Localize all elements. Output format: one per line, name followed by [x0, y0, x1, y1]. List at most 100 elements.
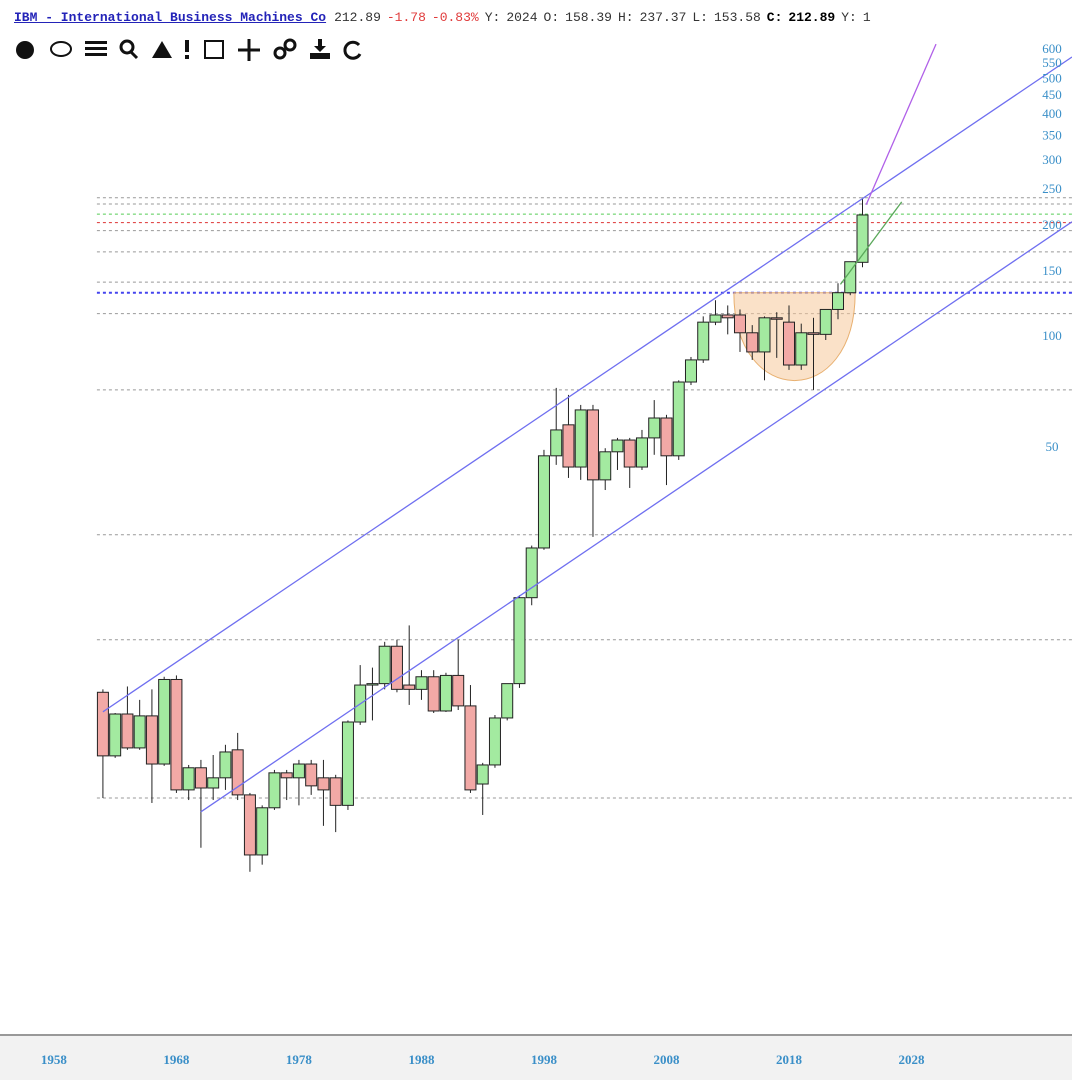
calendar-icon[interactable]: [204, 40, 224, 59]
trendline: [839, 201, 903, 285]
candle-body: [133, 715, 146, 749]
candle-body: [684, 359, 697, 383]
y-tick-label: 300: [1042, 152, 1062, 167]
dashboard-icon[interactable]: [16, 41, 34, 59]
candle-body: [243, 794, 256, 856]
x-tick-label: 1978: [286, 1052, 313, 1067]
candle-body: [268, 772, 281, 809]
candle-body: [439, 674, 452, 712]
candle-body: [452, 674, 465, 707]
candle-body: [292, 763, 305, 779]
plot-area: [96, 43, 1072, 872]
candle-body: [550, 429, 563, 457]
candle-body: [660, 417, 673, 457]
candle-body: [96, 691, 109, 757]
field-label: Y:: [484, 10, 501, 25]
candle-body: [721, 314, 734, 319]
list-icon[interactable]: [85, 41, 107, 56]
field-label: L:: [692, 10, 708, 25]
candle-body: [121, 713, 134, 749]
comment-icon[interactable]: [50, 41, 72, 57]
candle-body: [635, 437, 648, 468]
change: -1.78: [386, 10, 426, 25]
candle-body: [219, 751, 232, 779]
candle-body: [329, 777, 342, 806]
toolbar: [16, 38, 362, 61]
symbol-title[interactable]: IBM - International Business Machines Co: [14, 10, 327, 25]
candle-body: [280, 772, 293, 779]
y-tick-label: 500: [1042, 70, 1062, 85]
field-value: 1: [862, 10, 871, 25]
search-icon[interactable]: [119, 39, 139, 60]
last-price: 212.89: [334, 10, 381, 25]
candle-body: [623, 439, 636, 468]
candle-body: [317, 777, 330, 791]
candle-body: [807, 332, 820, 335]
x-tick-label: 1998: [531, 1052, 558, 1067]
y-tick-label: 600: [1042, 41, 1062, 56]
candle-body: [207, 777, 220, 789]
candle-body: [513, 597, 526, 685]
candle-body: [427, 676, 440, 712]
x-tick-label: 1958: [41, 1052, 68, 1067]
candle-body: [194, 767, 207, 789]
refresh-icon[interactable]: [343, 40, 362, 60]
candle-body: [831, 292, 844, 310]
field-value: 212.89: [788, 10, 836, 25]
candle-body: [611, 439, 624, 453]
candle-body: [697, 321, 710, 361]
candle-body: [464, 705, 477, 791]
y-tick-label: 50: [1046, 439, 1059, 454]
candle-body: [648, 417, 661, 439]
x-tick-label: 2018: [776, 1052, 803, 1067]
download-icon[interactable]: [310, 39, 330, 59]
candle-body: [415, 676, 428, 690]
candle-body: [488, 717, 501, 766]
candle-body: [844, 261, 857, 294]
candle-body: [366, 683, 379, 686]
x-tick-label: 2008: [653, 1052, 680, 1067]
field-label: C:: [766, 10, 783, 25]
candle-body: [145, 715, 158, 765]
candle-body: [856, 214, 869, 263]
link-icon[interactable]: [273, 38, 297, 60]
triangle-icon[interactable]: [152, 41, 172, 58]
candle-body: [819, 308, 832, 335]
candle-body: [403, 684, 416, 690]
trendline: [102, 56, 1072, 713]
field-label: H:: [617, 10, 634, 25]
y-tick-label: 400: [1042, 106, 1062, 121]
candle-body: [795, 332, 808, 366]
candle-body: [562, 424, 575, 468]
candle-body: [672, 381, 685, 457]
candle-body: [341, 721, 354, 806]
candle-body: [586, 409, 599, 481]
y-tick-label: 250: [1042, 181, 1062, 196]
candle-body: [109, 713, 122, 757]
candle-body: [305, 763, 318, 787]
y-tick-label: 200: [1042, 217, 1062, 232]
ohlc-fields: Y: 2024 O: 158.39 H: 237.37 L: 153.58 C: 212.89 Y:…: [485, 10, 877, 25]
candle-body: [782, 321, 795, 366]
field-value: 237.37: [639, 10, 687, 25]
x-axis-band: [0, 1035, 1072, 1080]
candle-body: [378, 645, 391, 685]
candle-body: [733, 314, 746, 334]
header: IBM - International Business Machines Co…: [14, 10, 1072, 25]
field-label: O:: [543, 10, 560, 25]
candle-body: [709, 314, 722, 323]
trendline: [200, 221, 1072, 813]
candle-body: [390, 645, 403, 690]
candle-body: [746, 332, 759, 353]
candle-body: [182, 767, 195, 791]
y-tick-label: 550: [1042, 55, 1062, 70]
field-value: 2024: [506, 10, 538, 25]
field-label: Y:: [841, 10, 857, 25]
move-icon[interactable]: [238, 39, 260, 61]
alert-icon[interactable]: [185, 40, 189, 59]
y-tick-label: 150: [1042, 263, 1062, 278]
field-value: 153.58: [713, 10, 761, 25]
trendline: [865, 43, 937, 205]
